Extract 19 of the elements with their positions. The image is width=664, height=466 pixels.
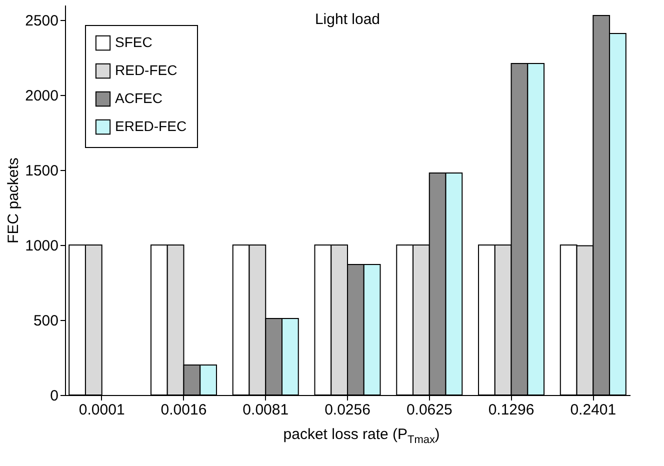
x-tick-label: 0.2401 <box>570 402 616 418</box>
x-tick-label: 0.0001 <box>78 402 125 418</box>
y-tick-label: 500 <box>33 312 58 330</box>
y-tick-label: 1500 <box>25 162 58 180</box>
legend-label: RED-FEC <box>115 62 178 78</box>
legend-label: ERED-FEC <box>115 118 187 134</box>
y-tick-label: 2500 <box>25 12 58 30</box>
x-tick-label: 0.0081 <box>242 402 289 418</box>
x-tick-label: 0.0256 <box>324 402 370 418</box>
y-axis-title: FEC packets <box>5 158 22 244</box>
legend-label: ACFEC <box>115 90 162 106</box>
chart-title: Light load <box>314 11 380 28</box>
y-tick-label: 0 <box>50 388 58 404</box>
y-tick-label: 1000 <box>25 238 58 254</box>
y-tick-label: 2000 <box>25 88 58 104</box>
x-tick-label: 0.0016 <box>160 402 207 418</box>
x-tick-label: 0.0625 <box>406 402 452 418</box>
legend-label: SFEC <box>115 34 152 50</box>
x-tick-label: 0.1296 <box>488 402 534 418</box>
